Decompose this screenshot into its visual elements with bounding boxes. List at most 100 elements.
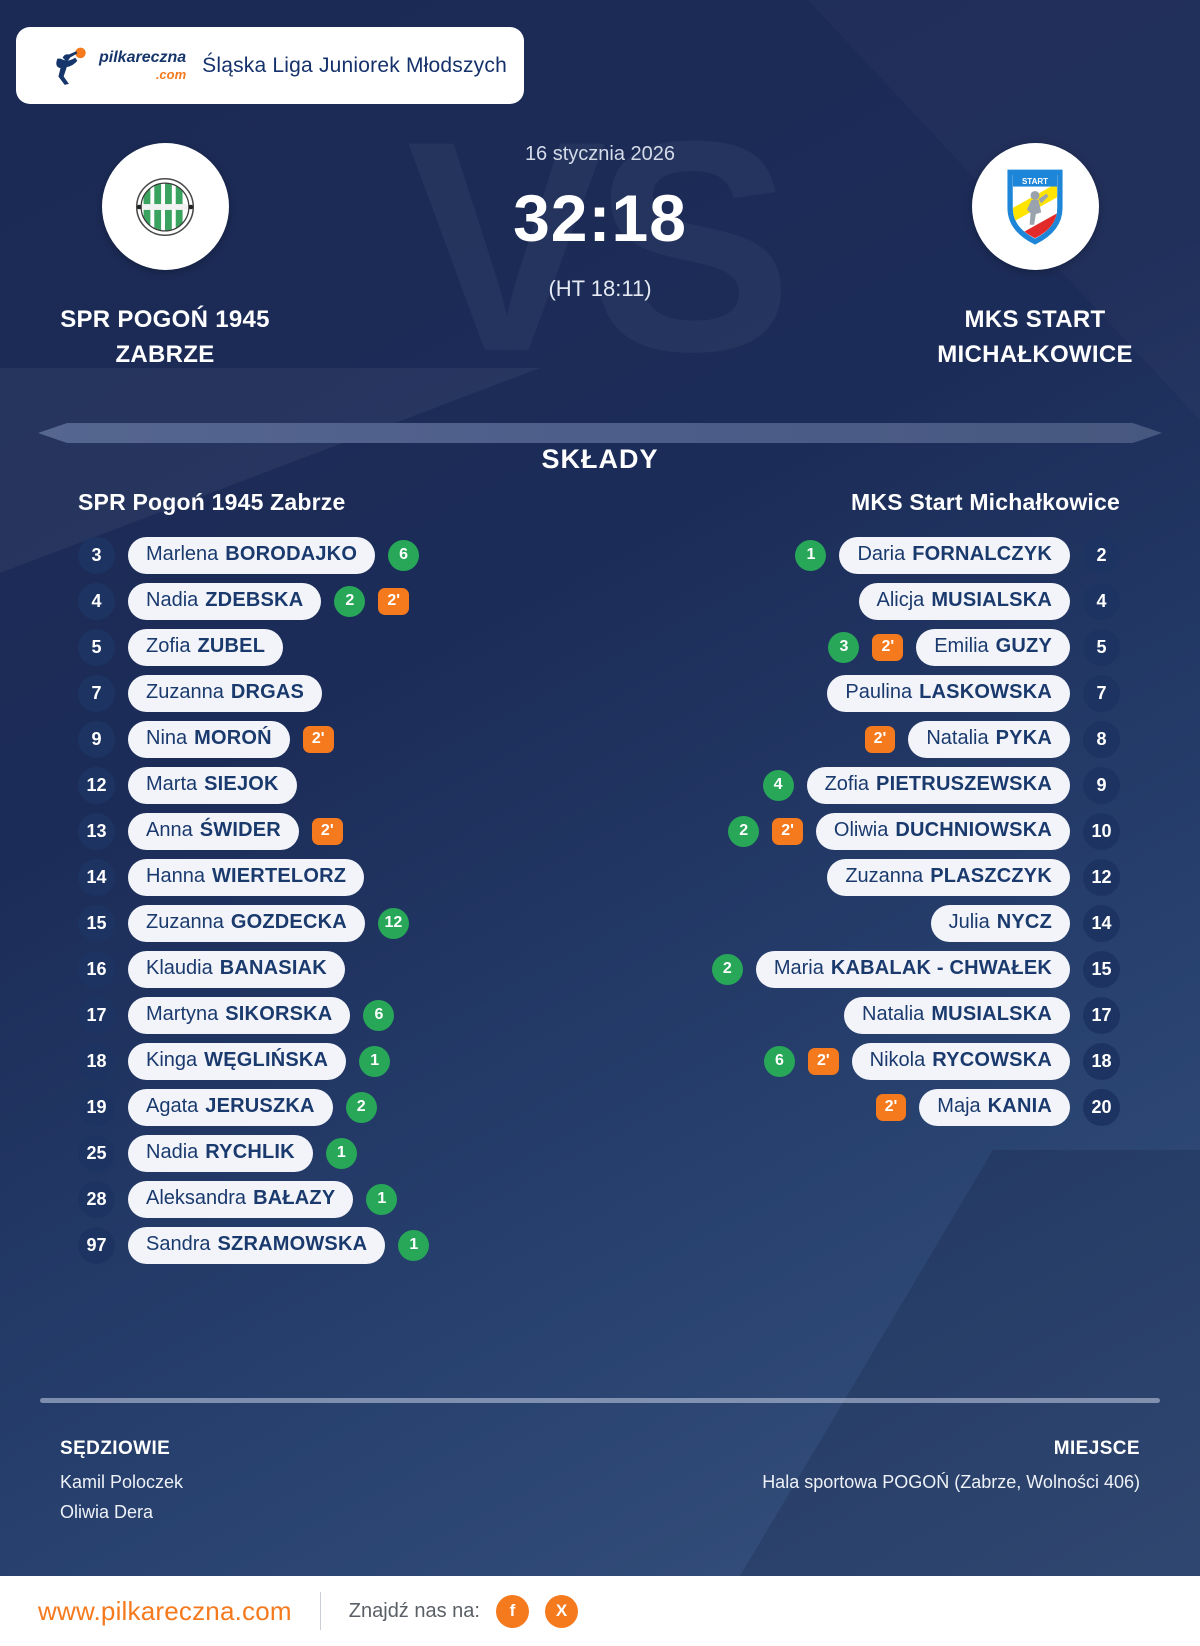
goals-badge: 1 xyxy=(359,1045,391,1077)
home-team-name: SPR POGOŃ 1945 ZABRZE xyxy=(60,306,270,368)
player-name: Nikola RYCOWSKA xyxy=(851,1042,1070,1080)
away-team-heading: MKS Start Michałkowice xyxy=(851,489,1120,515)
player-name: Kinga WĘGLIŃSKA xyxy=(128,1042,347,1080)
goals-badge: 12 xyxy=(377,907,409,939)
player-name: Nadia RYCHLIK xyxy=(128,1134,313,1172)
player-number: 20 xyxy=(1083,1088,1120,1126)
player-number: 5 xyxy=(78,628,115,666)
player-number: 2 xyxy=(1083,536,1120,574)
player-number: 12 xyxy=(1083,858,1120,896)
svg-text:START: START xyxy=(1022,176,1048,185)
suspension-badge: 2' xyxy=(864,725,896,753)
lineups-title: SKŁADY xyxy=(541,444,659,474)
venue-label: MIEJSCE xyxy=(1053,1438,1140,1459)
player-number: 7 xyxy=(78,674,115,712)
player-name: Emilia GUZY xyxy=(916,628,1070,666)
officials-section: SĘDZIOWIE Kamil Poloczek Oliwia Dera MIE… xyxy=(60,1438,1140,1523)
score-block: 16 stycznia 2026 32:18 (HT 18:11) xyxy=(400,143,800,302)
player-row: Julia NYCZ 14 xyxy=(615,900,1120,946)
home-team-logo xyxy=(101,143,229,270)
player-number: 19 xyxy=(78,1088,115,1126)
referees-label: SĘDZIOWIE xyxy=(60,1438,171,1459)
goals-badge: 4 xyxy=(762,769,794,801)
goals-badge: 1 xyxy=(795,539,827,571)
goals-badge: 1 xyxy=(398,1229,430,1261)
website-link[interactable]: www.pilkareczna.com xyxy=(38,1595,292,1626)
referee-name: Kamil Poloczek xyxy=(60,1472,184,1492)
goals-badge: 2 xyxy=(728,815,760,847)
player-number: 12 xyxy=(78,766,115,804)
player-number: 15 xyxy=(1083,950,1120,988)
home-team-block: SPR POGOŃ 1945 ZABRZE xyxy=(15,0,315,373)
referee-name: Oliwia Dera xyxy=(60,1502,154,1522)
player-row: Alicja MUSIALSKA 4 xyxy=(615,578,1120,624)
player-number: 10 xyxy=(1083,812,1120,850)
referees-block: SĘDZIOWIE Kamil Poloczek Oliwia Dera xyxy=(60,1438,183,1523)
player-number: 8 xyxy=(1083,720,1120,758)
player-number: 16 xyxy=(78,950,115,988)
suspension-badge: 2' xyxy=(311,817,343,845)
player-row: 3 Marlena BORODAJKO 6 xyxy=(78,532,583,578)
player-name: Daria FORNALCZYK xyxy=(839,536,1070,574)
player-name: Zofia ZUBEL xyxy=(128,628,284,666)
bottom-bar: www.pilkareczna.com Znajdź nas na: f X xyxy=(0,1576,1200,1646)
player-row: Zuzanna PLASZCZYK 12 xyxy=(615,854,1120,900)
player-row: 19 Agata JERUSZKA 2 xyxy=(78,1084,583,1130)
start-badge-icon: START xyxy=(1007,169,1063,245)
player-row: 15 Zuzanna GOZDECKA 12 xyxy=(78,900,583,946)
player-number: 4 xyxy=(78,582,115,620)
player-row: 17 Martyna SIKORSKA 6 xyxy=(78,992,583,1038)
home-team-heading: SPR Pogoń 1945 Zabrze xyxy=(78,489,346,515)
player-row: 3 2' Emilia GUZY 5 xyxy=(615,624,1120,670)
section-divider xyxy=(38,423,1162,443)
handball-player-icon xyxy=(56,47,86,85)
facebook-icon[interactable]: f xyxy=(495,1594,529,1628)
goals-badge: 2 xyxy=(334,585,366,617)
player-row: 12 Marta SIEJOK xyxy=(78,762,583,808)
player-row: Natalia MUSIALSKA 17 xyxy=(615,992,1120,1038)
player-row: 16 Klaudia BANASIAK xyxy=(78,946,583,992)
player-row: 25 Nadia RYCHLIK 1 xyxy=(78,1130,583,1176)
player-name: Maja KANIA xyxy=(919,1088,1070,1126)
away-roster: MKS Start Michałkowice 1 Daria FORNALCZYK… xyxy=(615,489,1120,1268)
player-row: 2' Maja KANIA 20 xyxy=(615,1084,1120,1130)
goals-badge: 1 xyxy=(325,1137,357,1169)
player-name: Anna ŚWIDER xyxy=(128,812,299,850)
player-name: Agata JERUSZKA xyxy=(128,1088,333,1126)
lineups-section: SPR Pogoń 1945 Zabrze 3 Marlena BORODAJKO… xyxy=(78,489,1120,1268)
player-name: Zuzanna GOZDECKA xyxy=(128,904,365,942)
player-row: Paulina LASKOWSKA 7 xyxy=(615,670,1120,716)
player-name: Sandra SZRAMOWSKA xyxy=(128,1226,386,1264)
suspension-badge: 2' xyxy=(302,725,334,753)
player-name: Natalia PYKA xyxy=(908,720,1070,758)
player-row: 97 Sandra SZRAMOWSKA 1 xyxy=(78,1222,583,1268)
player-row: 14 Hanna WIERTELORZ xyxy=(78,854,583,900)
player-name: Klaudia BANASIAK xyxy=(128,950,345,988)
player-name: Marta SIEJOK xyxy=(128,766,297,804)
vs-watermark: VS xyxy=(406,96,792,396)
away-team-name: MKS START MICHAŁKOWICE xyxy=(937,306,1133,368)
player-number: 25 xyxy=(78,1134,115,1172)
goals-badge: 3 xyxy=(828,631,860,663)
player-name: Julia NYCZ xyxy=(930,904,1070,942)
player-number: 5 xyxy=(1083,628,1120,666)
player-row: 2 2' Oliwia DUCHNIOWSKA 10 xyxy=(615,808,1120,854)
goals-badge: 2 xyxy=(345,1091,377,1123)
x-icon[interactable]: X xyxy=(544,1594,578,1628)
player-name: Hanna WIERTELORZ xyxy=(128,858,365,896)
player-row: 2 Maria KABALAK - CHWAŁEK 15 xyxy=(615,946,1120,992)
away-team-logo: START xyxy=(971,143,1099,270)
player-number: 18 xyxy=(1083,1042,1120,1080)
player-name: Marlena BORODAJKO xyxy=(128,536,376,574)
goals-badge: 1 xyxy=(366,1183,398,1215)
player-row: 4 Nadia ZDEBSKA 2 2' xyxy=(78,578,583,624)
player-row: 28 Aleksandra BAŁAZY 1 xyxy=(78,1176,583,1222)
halftime-score: (HT 18:11) xyxy=(548,276,652,301)
player-number: 7 xyxy=(1083,674,1120,712)
player-name: Natalia MUSIALSKA xyxy=(844,996,1070,1034)
player-name: Nadia ZDEBSKA xyxy=(128,582,322,620)
home-roster: SPR Pogoń 1945 Zabrze 3 Marlena BORODAJKO… xyxy=(78,489,583,1268)
player-number: 14 xyxy=(78,858,115,896)
player-name: Maria KABALAK - CHWAŁEK xyxy=(755,950,1070,988)
match-date: 16 stycznia 2026 xyxy=(524,143,676,165)
